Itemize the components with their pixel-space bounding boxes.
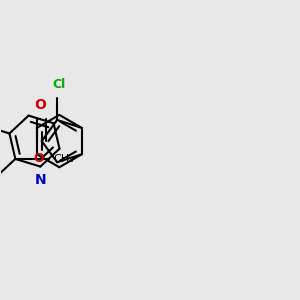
Text: CH₃: CH₃ [53, 154, 74, 164]
Text: O: O [34, 98, 46, 112]
Text: Cl: Cl [52, 78, 65, 91]
Text: O: O [33, 152, 44, 165]
Text: N: N [34, 173, 46, 187]
